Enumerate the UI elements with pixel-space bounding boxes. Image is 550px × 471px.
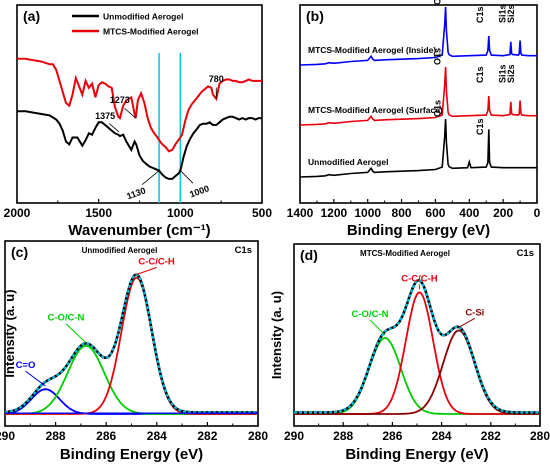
x-tick-label: 1500 bbox=[85, 206, 112, 220]
plot-frame bbox=[4, 240, 259, 427]
x-tick-label: 280 bbox=[530, 429, 550, 443]
peak-label: Si1s bbox=[497, 64, 507, 83]
x-tick-label: 1200 bbox=[321, 206, 348, 220]
component-peak bbox=[294, 337, 539, 415]
x-tick-label: 288 bbox=[333, 429, 353, 443]
label-arrow bbox=[136, 267, 157, 275]
plot-frame bbox=[299, 4, 538, 204]
peak-label: O1s bbox=[432, 100, 442, 117]
annotation-leader bbox=[180, 170, 194, 184]
panel-3: 290 288 286 284 282 280 (c) C=O C-O/C-N C-C/C-H Un… bbox=[0, 240, 268, 463]
panel-label: (d) bbox=[300, 247, 318, 263]
x-tick-label: 282 bbox=[481, 429, 501, 443]
annotation-label: 1375 bbox=[95, 111, 115, 121]
x-tick-label: 288 bbox=[46, 429, 66, 443]
x-axis-title: Binding Energy (eV) bbox=[60, 446, 203, 463]
peak-label: C1s bbox=[475, 118, 485, 135]
x-tick-label: 600 bbox=[425, 206, 445, 220]
x-tick-label: 290 bbox=[284, 429, 304, 443]
panel-2: 1400 1200 1000 800 600 400 200 0 (b) MTCS-Modifie… bbox=[287, 0, 541, 239]
x-tick-label: 280 bbox=[248, 429, 268, 443]
series-line bbox=[299, 118, 537, 178]
y-axis-title: Intensity (a. u) bbox=[2, 289, 17, 377]
panel-title: Unmodified Aerogel bbox=[82, 246, 158, 255]
component-label: C-C/C-H bbox=[401, 273, 438, 284]
panel-label: (c) bbox=[11, 244, 28, 260]
x-tick-label: 1000 bbox=[167, 206, 194, 220]
annotation-label: 780 bbox=[209, 74, 224, 84]
component-label: C-O/C-N bbox=[47, 313, 84, 324]
x-tick-label: 400 bbox=[459, 206, 479, 220]
peak-label: Si2s bbox=[506, 4, 516, 23]
component-label: C-C/C-H bbox=[138, 257, 175, 268]
x-axis-title: Binding Energy (eV) bbox=[347, 222, 490, 239]
series-label: Unmodified Aerogel bbox=[308, 157, 388, 167]
peak-label: O1s bbox=[432, 0, 442, 5]
x-axis-title: Wavenumber (cm⁻¹) bbox=[68, 222, 210, 239]
label-arrow bbox=[369, 319, 386, 336]
annotation-leader bbox=[142, 170, 160, 185]
component-label: C-Si bbox=[465, 307, 484, 318]
panel-title: MTCS-Modified Aerogel bbox=[360, 249, 450, 258]
x-tick-label: 284 bbox=[432, 429, 452, 443]
x-tick-label: 0 bbox=[534, 206, 541, 220]
annotation-label: 1273 bbox=[110, 95, 130, 105]
legend-label: Unmodified Aerogel bbox=[103, 12, 183, 22]
fit-envelope-line bbox=[294, 279, 539, 414]
peak-label: Si2s bbox=[506, 64, 516, 83]
corner-label: C1s bbox=[517, 248, 534, 259]
plot-frame bbox=[293, 243, 541, 427]
series-line bbox=[17, 57, 262, 153]
peak-label: C1s bbox=[475, 6, 485, 23]
component-label: C=O bbox=[16, 360, 36, 371]
annotation-label: 1130 bbox=[125, 185, 147, 201]
label-arrow bbox=[25, 370, 46, 387]
peak-label: O1s bbox=[432, 48, 442, 65]
raw-data-line bbox=[294, 279, 539, 414]
peak-label: Si1s bbox=[497, 4, 507, 23]
legend-label: MTCS-Modified Aerogel bbox=[103, 27, 199, 37]
raw-data-line bbox=[4, 273, 257, 414]
x-tick-label: 1400 bbox=[287, 206, 314, 220]
component-peak bbox=[5, 276, 257, 415]
x-tick-label: 290 bbox=[0, 429, 15, 443]
peak-label: C1s bbox=[475, 66, 485, 83]
panel-1: 2000 1500 1000 500 (a) Unmodified Aerogel MTCS… bbox=[4, 4, 272, 239]
fit-envelope-line bbox=[4, 273, 257, 414]
x-tick-label: 286 bbox=[382, 429, 402, 443]
x-tick-label: 200 bbox=[493, 206, 513, 220]
x-tick-label: 800 bbox=[392, 206, 412, 220]
series-label: MTCS-Modified Aerogel (Inside) bbox=[308, 45, 436, 55]
x-axis-title: Binding Energy (eV) bbox=[345, 446, 488, 463]
series-label: MTCS-Modified Aerogel (Surface) bbox=[308, 105, 443, 115]
x-tick-label: 1000 bbox=[354, 206, 381, 220]
x-tick-label: 282 bbox=[197, 429, 217, 443]
x-tick-label: 500 bbox=[252, 206, 272, 220]
x-tick-label: 284 bbox=[147, 429, 167, 443]
label-arrow bbox=[458, 317, 476, 328]
series-line bbox=[299, 6, 537, 66]
component-peak bbox=[294, 291, 539, 415]
component-peak bbox=[5, 344, 257, 415]
component-label: C-O/C-N bbox=[352, 309, 389, 320]
x-tick-label: 2000 bbox=[4, 206, 31, 220]
annotation-leader bbox=[109, 123, 120, 133]
series-line bbox=[17, 110, 262, 180]
label-arrow bbox=[65, 323, 87, 344]
corner-label: C1s bbox=[235, 245, 252, 256]
panel-label: (b) bbox=[306, 8, 324, 24]
panel-4: 290 288 286 284 282 280 (d) C-O/C-N C-C/C-H C-Si M… bbox=[269, 243, 550, 463]
x-tick-label: 286 bbox=[96, 429, 116, 443]
component-peak bbox=[294, 329, 539, 415]
annotation-leader bbox=[124, 108, 137, 119]
series-line bbox=[299, 66, 537, 126]
y-axis-title: Intensity (a. u) bbox=[269, 291, 284, 379]
panel-label: (a) bbox=[23, 8, 40, 24]
annotation-label: 1000 bbox=[188, 183, 210, 199]
